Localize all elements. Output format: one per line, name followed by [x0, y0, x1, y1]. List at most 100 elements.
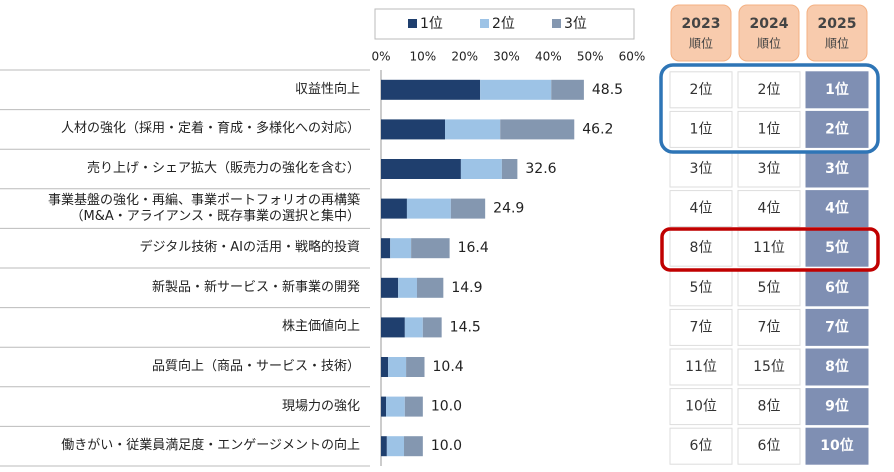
category-label: 収益性向上	[294, 81, 360, 97]
rank-header-box	[806, 4, 868, 62]
x-tick-label: 20%	[451, 50, 478, 64]
total-label: 14.9	[451, 280, 482, 296]
bar-segment	[381, 238, 391, 259]
rank-header-label: 順位	[825, 36, 849, 51]
bar-segment	[381, 396, 387, 417]
bar-segment	[445, 119, 501, 140]
rank-header-year: 2023	[682, 16, 721, 32]
rank-cell	[737, 388, 801, 426]
rank-value: 4位	[758, 201, 781, 217]
bar-segment	[390, 238, 412, 259]
bar-segment	[422, 317, 442, 338]
rank-cell	[669, 269, 733, 307]
rank-cell	[669, 388, 733, 426]
bar-segment	[404, 396, 423, 417]
total-label: 14.5	[450, 319, 481, 335]
rank-cell	[669, 71, 733, 109]
rank-cell	[669, 348, 733, 386]
rank-header-box	[738, 4, 800, 62]
rank-cell	[737, 150, 801, 188]
rank-value: 4位	[825, 200, 849, 217]
rank-cell	[669, 229, 733, 267]
legend-box	[374, 8, 635, 40]
legend-swatch	[552, 19, 561, 28]
x-tick-label: 40%	[535, 50, 562, 64]
bar-segment	[416, 277, 444, 298]
rank-value: 11位	[685, 359, 717, 375]
bar-segment	[381, 119, 446, 140]
bar-segment	[406, 357, 425, 377]
rank-value: 15位	[753, 359, 785, 375]
rank-cell	[737, 427, 801, 465]
rank-cell	[669, 427, 733, 465]
bar-segment	[501, 159, 518, 179]
total-label: 10.0	[431, 438, 462, 454]
bar-segment	[381, 79, 481, 100]
rank-cell	[737, 71, 801, 109]
bar-segment	[551, 79, 584, 100]
category-label: 株主価値向上	[281, 319, 360, 335]
rank-value: 2位	[825, 120, 849, 137]
bar-segment	[500, 119, 575, 140]
rank-value: 10位	[820, 437, 853, 454]
bar-segment	[386, 436, 405, 457]
rank-cell	[669, 308, 733, 346]
category-label: 現場力の強化	[281, 398, 360, 414]
category-label: デジタル技術・AIの活用・戦略的投資	[139, 240, 360, 256]
rank-value: 11位	[753, 240, 785, 256]
rank-cell	[805, 110, 869, 148]
rank-value: 3位	[825, 160, 849, 177]
rank-value: 8位	[758, 399, 781, 415]
rank-header-year: 2024	[750, 16, 789, 32]
rank-value: 5位	[825, 239, 849, 256]
bar-segment	[480, 79, 552, 100]
category-label: 働きがい・従業員満足度・エンゲージメントの向上	[61, 438, 360, 454]
rank-cell	[737, 190, 801, 228]
rank-value: 1位	[825, 81, 849, 98]
total-label: 32.6	[525, 161, 556, 177]
bar-segment	[381, 198, 407, 219]
rank-value: 5位	[690, 280, 713, 296]
rank-value: 6位	[825, 279, 849, 296]
bar-segment	[450, 198, 486, 219]
rank-header-year: 2025	[818, 16, 857, 32]
bar-segment	[381, 159, 461, 179]
rank-cell	[737, 229, 801, 267]
category-label: 売り上げ・シェア拡大（販売力の強化を含む）	[86, 160, 360, 176]
bar-segment	[404, 436, 423, 457]
category-label: 事業基盤の強化・再編、事業ポートフォリオの再構築 （M&A・アライアンス・既存事…	[47, 192, 360, 224]
rank-cell	[805, 427, 869, 465]
rank-value: 9位	[825, 398, 849, 415]
highlight-top	[659, 63, 880, 154]
rank-value: 1位	[758, 121, 781, 137]
x-tick-label: 10%	[409, 50, 436, 64]
x-tick-label: 30%	[493, 50, 520, 64]
legend-swatch	[408, 19, 417, 28]
category-label: 品質向上（商品・サービス・技術）	[151, 358, 360, 374]
bar-segment	[398, 277, 417, 298]
rank-header-box	[670, 4, 732, 62]
rank-header-label: 順位	[757, 36, 781, 51]
rank-cell	[805, 71, 869, 109]
rank-value: 8位	[690, 240, 713, 256]
rank-value: 6位	[758, 438, 781, 454]
legend-label: 2位	[492, 16, 515, 32]
rank-cell	[805, 388, 869, 426]
category-label: 人材の強化（採用・定着・育成・多様化への対応）	[60, 121, 360, 137]
rank-value: 10位	[685, 399, 717, 415]
x-tick-label: 0%	[371, 50, 390, 64]
bar-segment	[381, 436, 387, 457]
rank-value: 2位	[758, 82, 781, 98]
total-label: 46.2	[582, 121, 613, 137]
total-label: 10.0	[431, 399, 462, 415]
rank-value: 3位	[690, 161, 713, 177]
legend-swatch	[480, 19, 489, 28]
rank-cell	[805, 229, 869, 267]
bar-segment	[388, 357, 407, 377]
rank-cell	[805, 308, 869, 346]
rank-value: 5位	[758, 280, 781, 296]
total-label: 48.5	[592, 82, 623, 98]
legend-label: 1位	[420, 16, 443, 32]
bar-segment	[404, 317, 423, 338]
